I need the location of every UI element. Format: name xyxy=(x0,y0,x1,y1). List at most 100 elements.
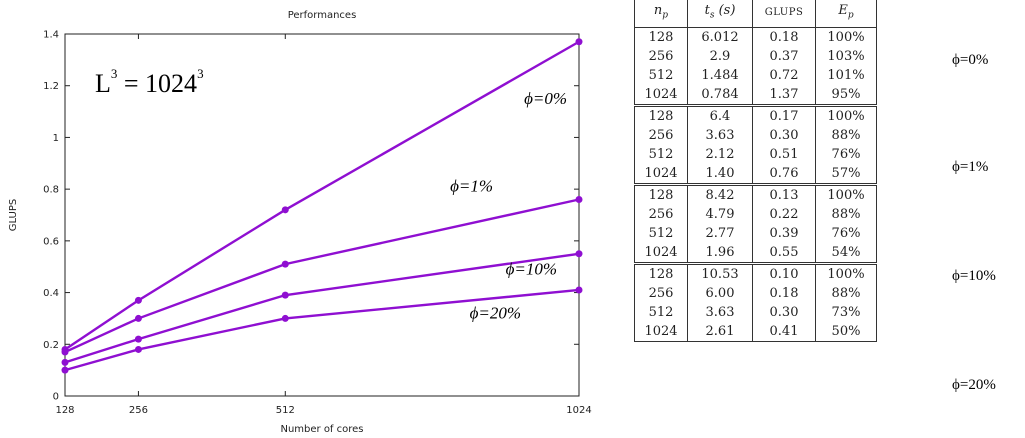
table-row: 512 1.484 0.72 101% xyxy=(634,65,877,85)
cell-glups: 0.72 xyxy=(752,65,816,85)
table-row: 256 2.9 0.37 103% xyxy=(634,46,877,66)
data-point xyxy=(575,250,583,258)
cell-np: 512 xyxy=(634,302,688,322)
table-row: 512 2.77 0.39 76% xyxy=(634,223,877,243)
y-tick-label: 0 xyxy=(53,392,59,403)
annotation-equation: L3 = 10243 xyxy=(95,66,204,98)
cell-glups: 0.76 xyxy=(752,163,816,185)
data-point xyxy=(61,366,69,374)
table-row: 128 6.012 0.18 100% xyxy=(634,27,877,47)
cell-ep: 100% xyxy=(815,27,877,47)
data-point xyxy=(281,291,289,299)
group-label: ϕ=1% xyxy=(952,159,989,175)
table-row: 128 10.53 0.10 100% xyxy=(634,261,877,284)
table-row: 1024 2.61 0.41 50% xyxy=(634,321,877,342)
cell-ts: 6.4 xyxy=(687,103,753,126)
series-label-1: ϕ=1% xyxy=(450,177,493,196)
cell-ts: 3.63 xyxy=(687,125,753,145)
cell-np: 256 xyxy=(634,46,688,66)
cell-ts: 2.77 xyxy=(687,223,753,243)
header-np: np xyxy=(634,0,688,28)
header-glups: GLUPS xyxy=(752,0,816,28)
data-point xyxy=(281,206,289,214)
performance-table-container: np ts (s) GLUPS Ep 128 6.012 0.18 100% 256 2.… xyxy=(634,0,877,342)
y-axis-ticks: 0 0.2 0.4 0.6 0.8 1 1.2 1.4 xyxy=(43,30,579,403)
series-line-3 xyxy=(64,288,580,372)
cell-glups: 0.39 xyxy=(752,223,816,243)
cell-ep: 57% xyxy=(815,163,877,185)
cell-ep: 88% xyxy=(815,283,877,303)
cell-ts: 2.9 xyxy=(687,46,753,66)
cell-ep: 76% xyxy=(815,223,877,243)
table-row: 256 3.63 0.30 88% xyxy=(634,125,877,145)
cell-ts: 6.00 xyxy=(687,283,753,303)
y-tick-label: 1.4 xyxy=(43,30,59,41)
plot-frame xyxy=(64,33,580,397)
y-tick-label: 0.6 xyxy=(43,236,59,247)
table-row: 128 8.42 0.13 100% xyxy=(634,182,877,205)
group-label: ϕ=10% xyxy=(952,268,996,284)
cell-np: 256 xyxy=(634,283,688,303)
data-point xyxy=(61,348,69,356)
cell-ts: 6.012 xyxy=(687,27,753,47)
cell-ts: 2.12 xyxy=(687,144,753,164)
x-axis-title: Number of cores xyxy=(280,424,363,435)
cell-glups: 0.55 xyxy=(752,242,816,264)
cell-ep: 100% xyxy=(815,103,877,126)
cell-glups: 0.18 xyxy=(752,27,816,47)
cell-ts: 2.61 xyxy=(687,321,753,342)
cell-glups: 0.10 xyxy=(752,261,816,284)
cell-ts: 10.53 xyxy=(687,261,753,284)
data-point xyxy=(281,260,289,268)
table-body: 128 6.012 0.18 100% 256 2.9 0.37 103% 512 1.484 0.… xyxy=(634,27,877,342)
series-label-2: ϕ=10% xyxy=(506,259,557,278)
cell-np: 256 xyxy=(634,125,688,145)
cell-np: 1024 xyxy=(634,242,688,264)
series-label-0: ϕ=0% xyxy=(524,89,567,108)
data-point xyxy=(134,314,142,322)
x-tick-label: 256 xyxy=(129,405,148,416)
table-row: 1024 0.784 1.37 95% xyxy=(634,84,877,106)
data-point xyxy=(575,286,583,294)
cell-np: 256 xyxy=(634,204,688,224)
series-line-2 xyxy=(64,252,580,364)
y-tick-label: 1.2 xyxy=(43,81,59,92)
y-tick-label: 0.2 xyxy=(43,340,59,351)
cell-ts: 3.63 xyxy=(687,302,753,322)
cell-ep: 73% xyxy=(815,302,877,322)
cell-np: 1024 xyxy=(634,321,688,342)
cell-ep: 100% xyxy=(815,261,877,284)
header-ts: ts (s) xyxy=(687,0,753,28)
cell-ts: 0.784 xyxy=(687,84,753,106)
x-tick-label: 1024 xyxy=(566,405,591,416)
performance-table: np ts (s) GLUPS Ep 128 6.012 0.18 100% 256 2.… xyxy=(634,0,877,342)
y-axis-title: GLUPS xyxy=(8,199,19,232)
cell-glups: 0.37 xyxy=(752,46,816,66)
group-label: ϕ=0% xyxy=(952,52,989,68)
cell-ts: 1.96 xyxy=(687,242,753,264)
performance-chart: Performances 0 0.2 0.4 0.6 0.8 1 1.2 1.4 128 256… xyxy=(8,10,592,435)
x-tick-label: 512 xyxy=(276,405,295,416)
cell-np: 128 xyxy=(634,27,688,47)
series-lines xyxy=(61,38,583,374)
cell-np: 512 xyxy=(634,223,688,243)
cell-np: 128 xyxy=(634,103,688,126)
group-label: ϕ=20% xyxy=(952,377,996,393)
table-row: 256 6.00 0.18 88% xyxy=(634,283,877,303)
y-tick-label: 0.8 xyxy=(43,185,59,196)
cell-glups: 0.30 xyxy=(752,125,816,145)
y-tick-label: 1 xyxy=(53,133,59,144)
cell-glups: 0.41 xyxy=(752,321,816,342)
cell-np: 128 xyxy=(634,182,688,205)
header-ep: Ep xyxy=(815,0,877,28)
x-axis-ticks: 128 256 512 1024 xyxy=(55,34,592,416)
cell-ts: 4.79 xyxy=(687,204,753,224)
cell-glups: 0.30 xyxy=(752,302,816,322)
cell-np: 1024 xyxy=(634,84,688,106)
cell-glups: 0.13 xyxy=(752,182,816,205)
series-line-1 xyxy=(64,198,580,354)
table-row: 256 4.79 0.22 88% xyxy=(634,204,877,224)
cell-ts: 1.40 xyxy=(687,163,753,185)
cell-glups: 0.17 xyxy=(752,103,816,126)
cell-ts: 8.42 xyxy=(687,182,753,205)
